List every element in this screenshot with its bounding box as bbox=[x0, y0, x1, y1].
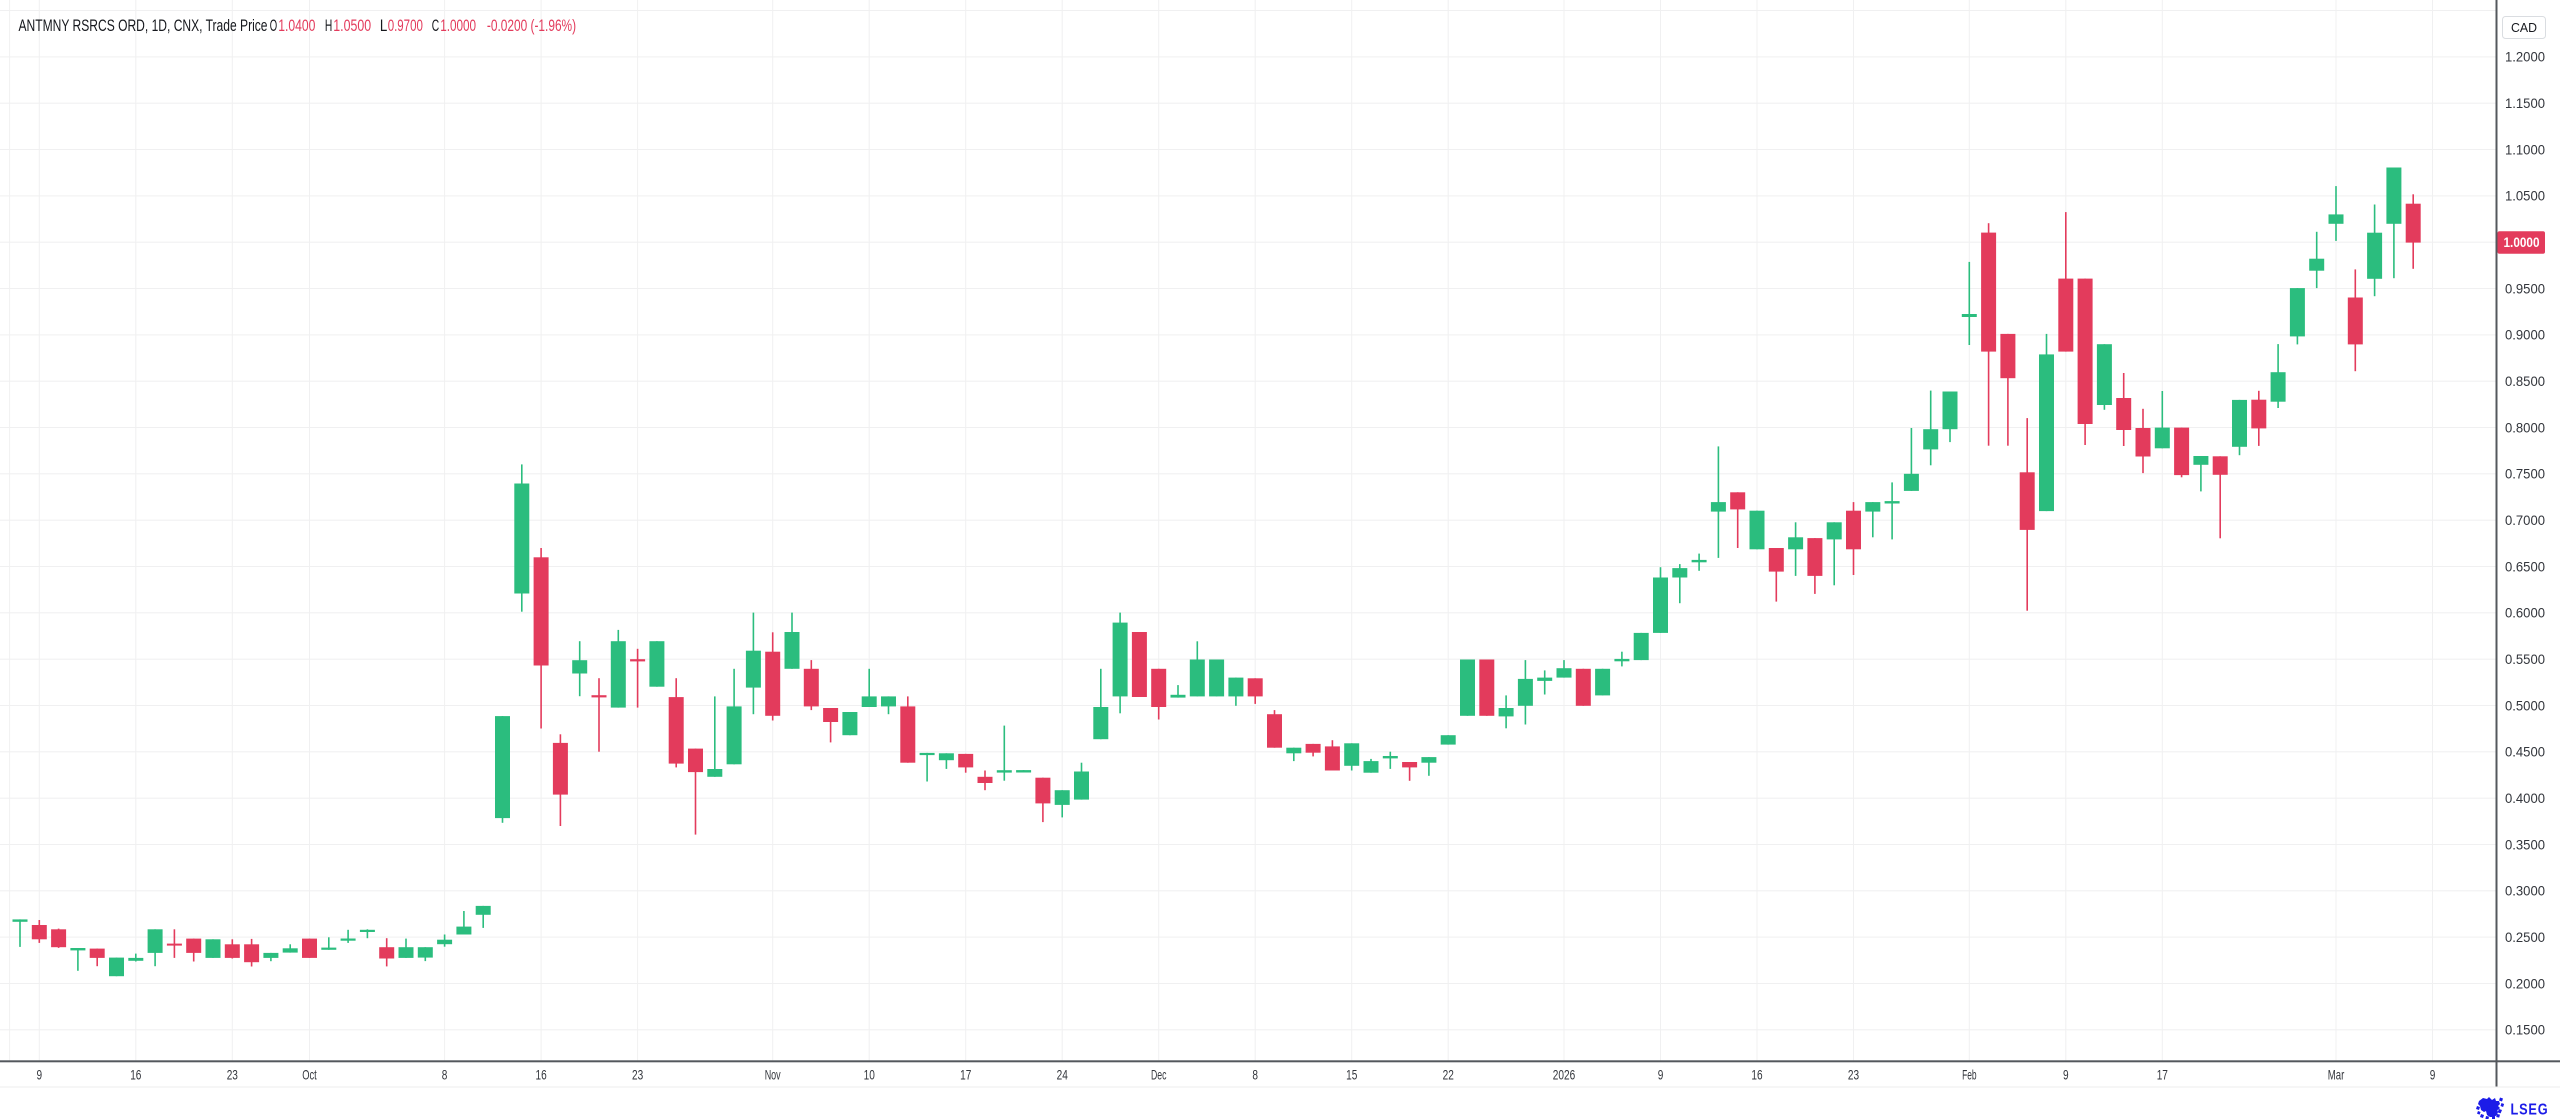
svg-text:LSEG: LSEG bbox=[2511, 1102, 2549, 1119]
svg-text:10: 10 bbox=[864, 1068, 876, 1083]
svg-text:ANTMNY RSRCS ORD, 1D, CNX, Tra: ANTMNY RSRCS ORD, 1D, CNX, Trade Price bbox=[19, 17, 268, 35]
svg-text:2026: 2026 bbox=[1553, 1068, 1575, 1083]
svg-text:0.3000: 0.3000 bbox=[2505, 884, 2545, 899]
svg-text:1.1500: 1.1500 bbox=[2505, 96, 2545, 111]
svg-text:Feb: Feb bbox=[1962, 1068, 1977, 1083]
svg-text:Oct: Oct bbox=[302, 1068, 317, 1083]
svg-text:24: 24 bbox=[1057, 1068, 1069, 1083]
svg-text:16: 16 bbox=[1751, 1068, 1762, 1083]
svg-text:1.0000: 1.0000 bbox=[440, 17, 476, 35]
svg-text:-0.0200 (-1.96%): -0.0200 (-1.96%) bbox=[487, 17, 576, 35]
svg-text:16: 16 bbox=[130, 1068, 141, 1083]
svg-text:O: O bbox=[270, 17, 277, 35]
svg-text:1.0400: 1.0400 bbox=[278, 17, 315, 35]
svg-text:0.7500: 0.7500 bbox=[2505, 467, 2545, 482]
svg-text:Nov: Nov bbox=[765, 1068, 781, 1083]
svg-text:0.5500: 0.5500 bbox=[2505, 652, 2545, 667]
svg-text:H: H bbox=[325, 17, 332, 35]
svg-text:0.1500: 0.1500 bbox=[2505, 1023, 2545, 1038]
svg-text:0.5000: 0.5000 bbox=[2505, 698, 2545, 713]
svg-text:C: C bbox=[432, 17, 439, 35]
svg-text:1.0500: 1.0500 bbox=[2505, 189, 2545, 204]
svg-text:15: 15 bbox=[1346, 1068, 1357, 1083]
svg-text:0.2000: 0.2000 bbox=[2505, 976, 2545, 991]
svg-text:0.9500: 0.9500 bbox=[2505, 281, 2545, 296]
svg-text:0.6000: 0.6000 bbox=[2505, 606, 2545, 621]
svg-text:0.8500: 0.8500 bbox=[2505, 374, 2545, 389]
svg-text:1.2000: 1.2000 bbox=[2505, 50, 2545, 65]
svg-text:1.1000: 1.1000 bbox=[2505, 142, 2545, 157]
svg-text:CAD: CAD bbox=[2511, 21, 2537, 35]
svg-text:22: 22 bbox=[1443, 1068, 1454, 1083]
svg-text:9: 9 bbox=[2430, 1068, 2436, 1083]
svg-text:0.9000: 0.9000 bbox=[2505, 328, 2545, 343]
svg-text:8: 8 bbox=[442, 1068, 448, 1083]
svg-text:1.0000: 1.0000 bbox=[2504, 235, 2540, 250]
svg-text:0.6500: 0.6500 bbox=[2505, 559, 2545, 574]
svg-text:9: 9 bbox=[37, 1068, 43, 1083]
svg-text:17: 17 bbox=[960, 1068, 971, 1083]
svg-text:0.4500: 0.4500 bbox=[2505, 745, 2545, 760]
svg-text:9: 9 bbox=[1658, 1068, 1664, 1083]
svg-text:L: L bbox=[380, 17, 387, 35]
svg-text:8: 8 bbox=[1252, 1068, 1258, 1083]
svg-text:0.3500: 0.3500 bbox=[2505, 837, 2545, 852]
svg-text:0.2500: 0.2500 bbox=[2505, 930, 2545, 945]
svg-text:9: 9 bbox=[2063, 1068, 2069, 1083]
svg-text:0.9700: 0.9700 bbox=[388, 17, 423, 35]
svg-text:23: 23 bbox=[632, 1068, 643, 1083]
svg-text:Dec: Dec bbox=[1151, 1068, 1167, 1083]
svg-text:1.0500: 1.0500 bbox=[333, 17, 371, 35]
svg-text:23: 23 bbox=[227, 1068, 238, 1083]
svg-text:0.8000: 0.8000 bbox=[2505, 420, 2545, 435]
svg-text:23: 23 bbox=[1848, 1068, 1859, 1083]
svg-text:0.4000: 0.4000 bbox=[2505, 791, 2545, 806]
svg-text:17: 17 bbox=[2157, 1068, 2168, 1083]
svg-text:16: 16 bbox=[536, 1068, 547, 1083]
svg-text:Mar: Mar bbox=[2328, 1068, 2345, 1083]
svg-text:0.7000: 0.7000 bbox=[2505, 513, 2545, 528]
